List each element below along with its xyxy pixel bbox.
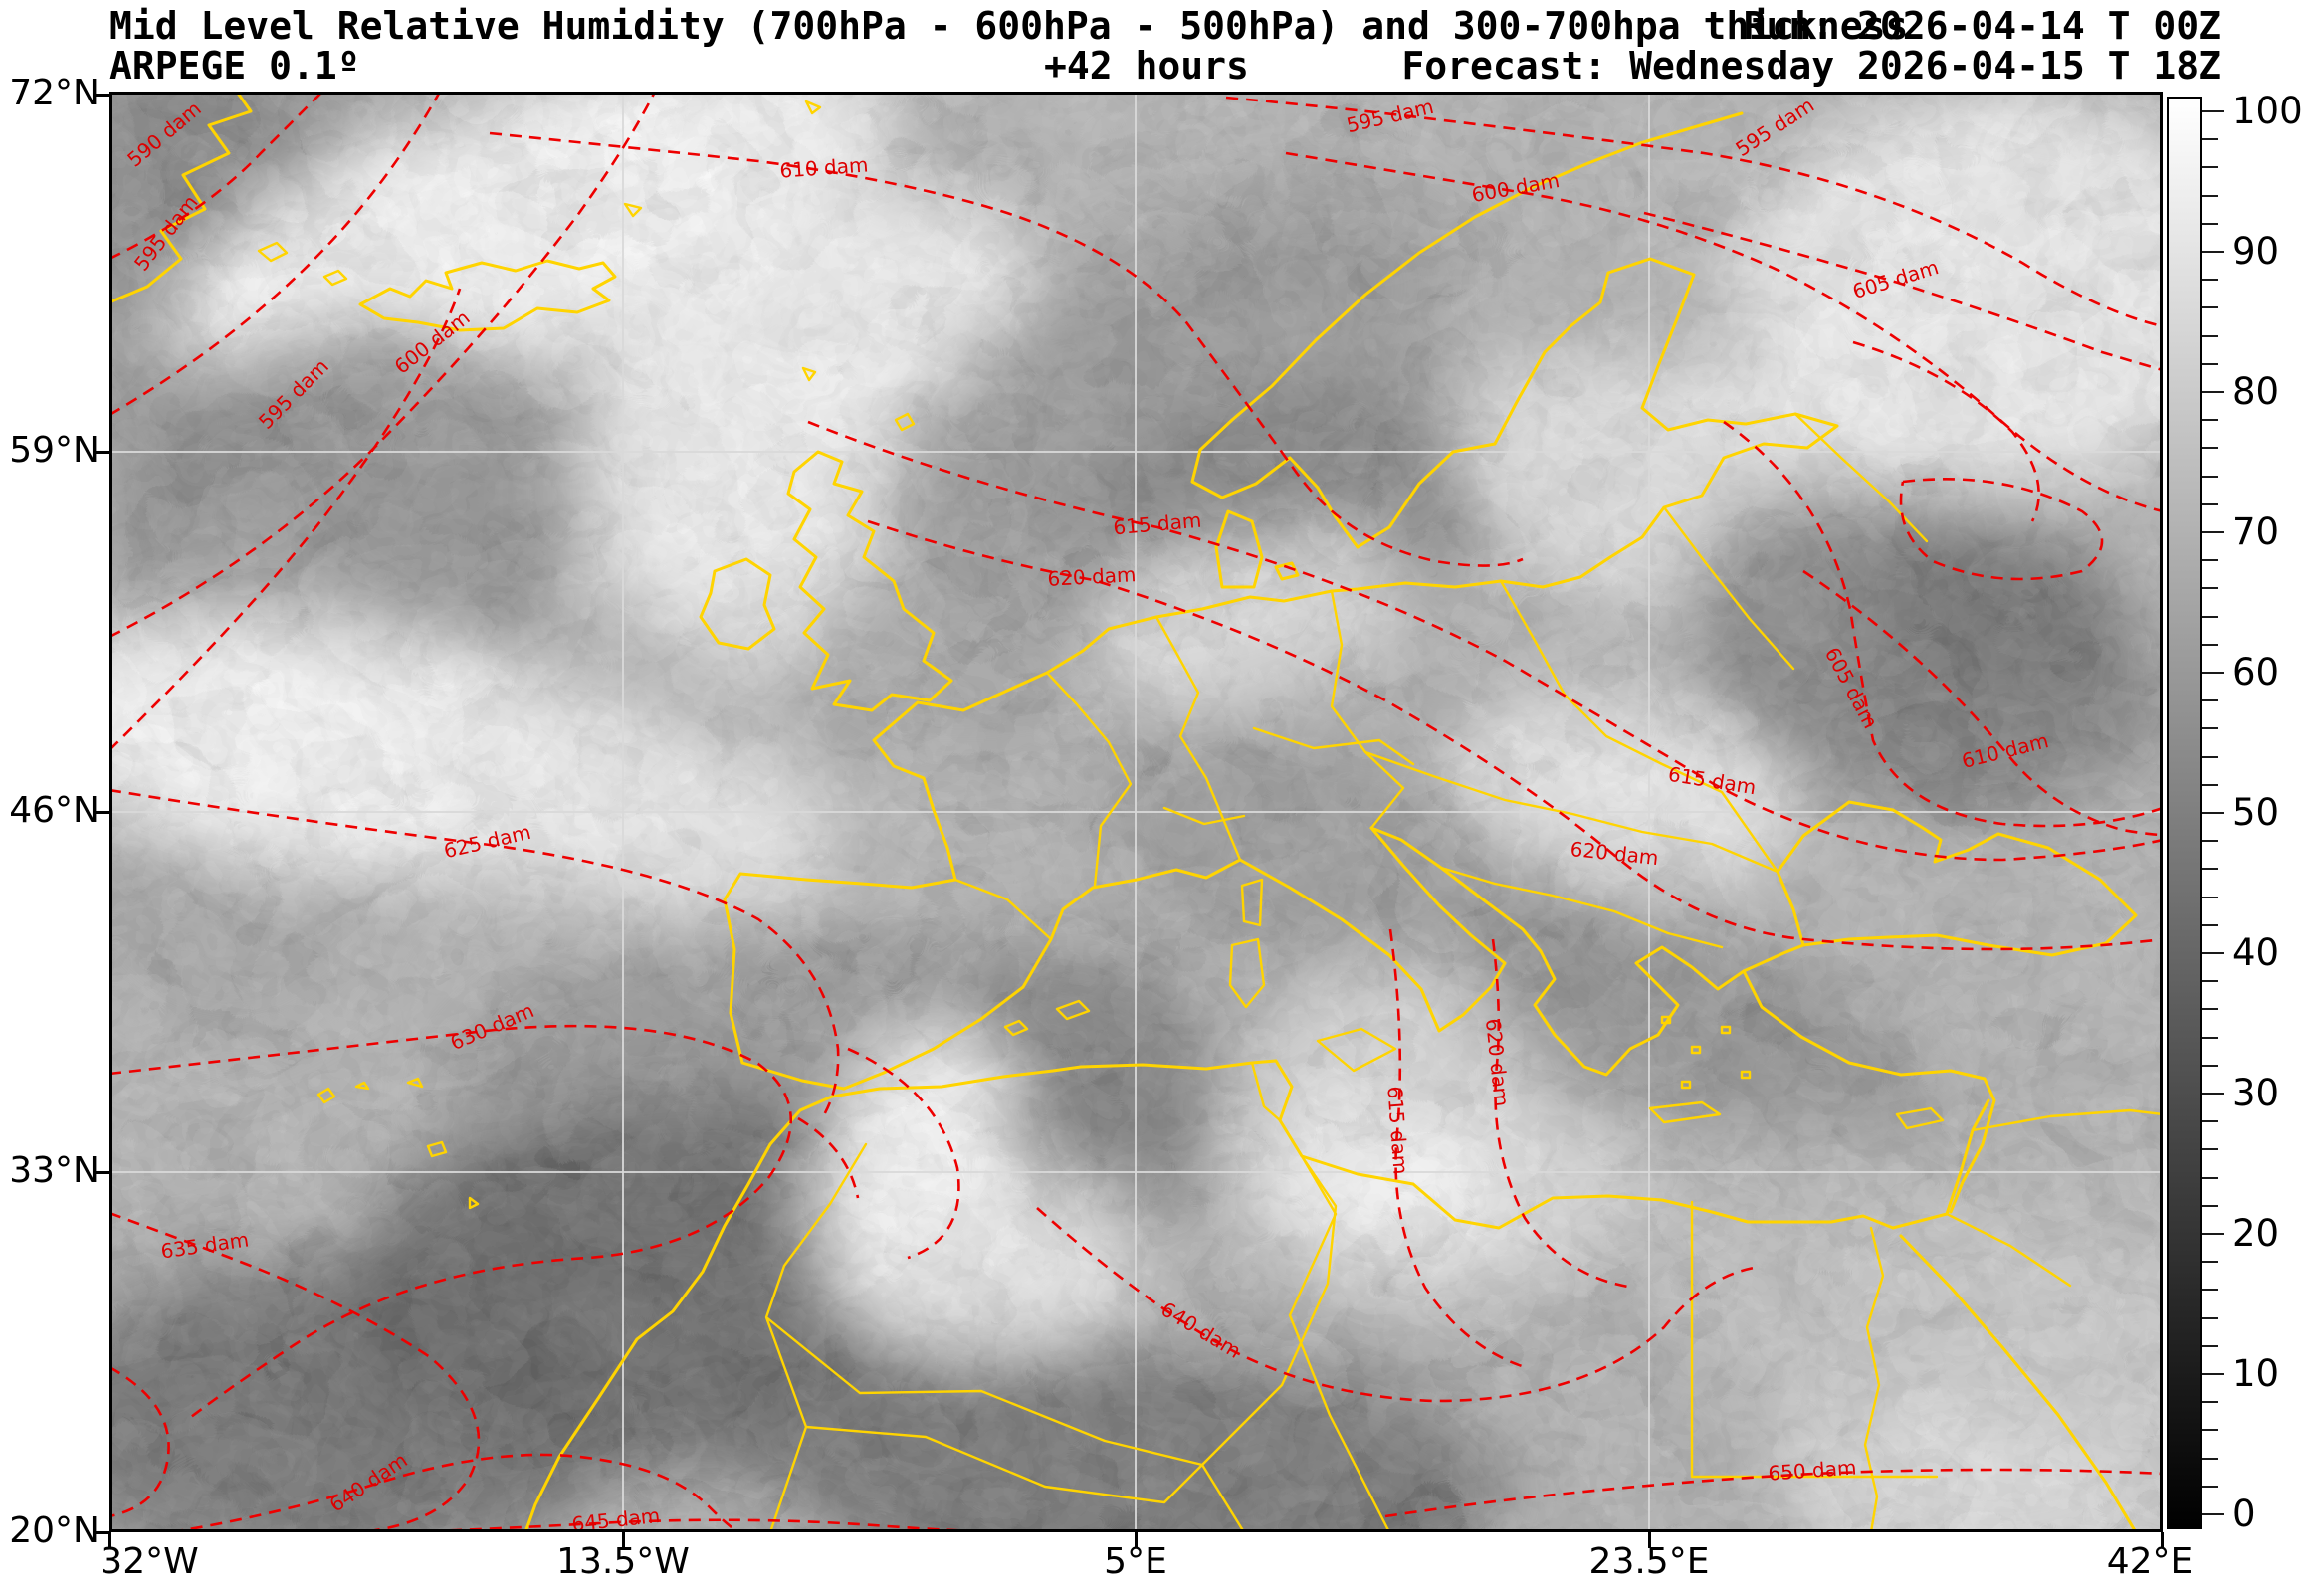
lead-time: +42 hours: [1044, 44, 1249, 88]
colorbar-tick-label: 40: [2232, 931, 2280, 974]
lon-tick-mark: [622, 1532, 625, 1548]
lat-tick-mark: [94, 451, 109, 454]
sardinia: [1228, 937, 1266, 1009]
azores: [316, 1077, 480, 1210]
coastlines: [109, 92, 2163, 1532]
balearics: [1003, 999, 1091, 1037]
colorbar-tick-label: 30: [2232, 1072, 2280, 1114]
colorbar-tick-label: 60: [2232, 651, 2280, 694]
lon-tick-mark: [1648, 1532, 1651, 1548]
colorbar-tick-label: 80: [2232, 370, 2280, 413]
model-name: ARPEGE 0.1º: [109, 44, 360, 88]
red-sea-coast: [1899, 1234, 2138, 1532]
colorbar-tick-label: 70: [2232, 510, 2280, 553]
denmark-coast: [1214, 509, 1300, 589]
colorbar-tick-label: 100: [2232, 90, 2302, 132]
levant-coast: [1891, 1098, 1990, 1230]
scandinavia-baltic-coast: [1190, 111, 1839, 593]
colorbar-tick-label: 20: [2232, 1212, 2280, 1255]
graticule: [109, 92, 2163, 1532]
north-africa-coast: [830, 1059, 1895, 1230]
run-timestamp: Run: 2026-04-14 T 00Z: [1743, 4, 2221, 48]
valid-timestamp: Forecast: Wednesday 2026-04-15 T 18Z: [1401, 44, 2221, 88]
thickness-contours: [109, 92, 2163, 1532]
greenland-coast: [109, 92, 253, 304]
lat-tick-mark: [94, 811, 109, 814]
iceland-coast: [358, 259, 617, 332]
nile-river: [1863, 1226, 1885, 1532]
contour-label: 620 dam: [1047, 562, 1137, 591]
west-europe-coast: [723, 589, 1334, 1091]
corsica: [1240, 878, 1264, 927]
colorbar-tick-label: 0: [2232, 1493, 2256, 1535]
lat-tick-label: 46°N: [9, 790, 100, 831]
mediterranean-north-coast: [842, 826, 1507, 1091]
turkey-south-coast: [1742, 969, 1996, 1214]
lat-tick-label: 20°N: [9, 1510, 100, 1551]
lat-tick-mark: [94, 1531, 109, 1534]
map-frame: [109, 92, 2163, 1532]
ireland-coast: [699, 557, 776, 651]
mideast-borders: [1945, 1108, 2163, 1288]
colorbar: [2167, 97, 2202, 1529]
colorbar-tick-label: 10: [2232, 1352, 2280, 1395]
black-sea-coast: [1776, 800, 2138, 957]
figure-title: Mid Level Relative Humidity (700hPa - 60…: [109, 4, 1909, 48]
crete: [1648, 1100, 1722, 1124]
europe-internal-borders: [953, 412, 1929, 949]
lon-tick-label: 42°E: [2106, 1541, 2194, 1582]
lat-tick-label: 33°N: [9, 1150, 100, 1191]
arctic-islets: [257, 100, 822, 382]
lat-tick-mark: [94, 1171, 109, 1174]
colorbar-tick-label: 90: [2232, 230, 2280, 273]
aegean-islands: [1660, 1015, 1752, 1090]
lon-tick-mark: [1135, 1532, 1138, 1548]
sahara-borders: [764, 1061, 1939, 1532]
cyprus: [1895, 1106, 1945, 1130]
lon-tick-mark: [108, 1532, 111, 1548]
morocco-atlantic-coast: [523, 1095, 834, 1532]
lat-tick-label: 59°N: [9, 430, 100, 471]
colorbar-tick-label: 50: [2232, 791, 2280, 834]
lat-tick-label: 72°N: [9, 73, 100, 113]
balkans-greece-coast: [1369, 826, 1805, 1077]
lon-tick-mark: [2161, 1532, 2164, 1548]
lat-tick-mark: [94, 94, 109, 97]
shetland: [894, 412, 916, 432]
britain-coast: [786, 450, 953, 712]
lon-tick-label: 32°W: [100, 1541, 199, 1582]
sicily: [1316, 1027, 1397, 1073]
